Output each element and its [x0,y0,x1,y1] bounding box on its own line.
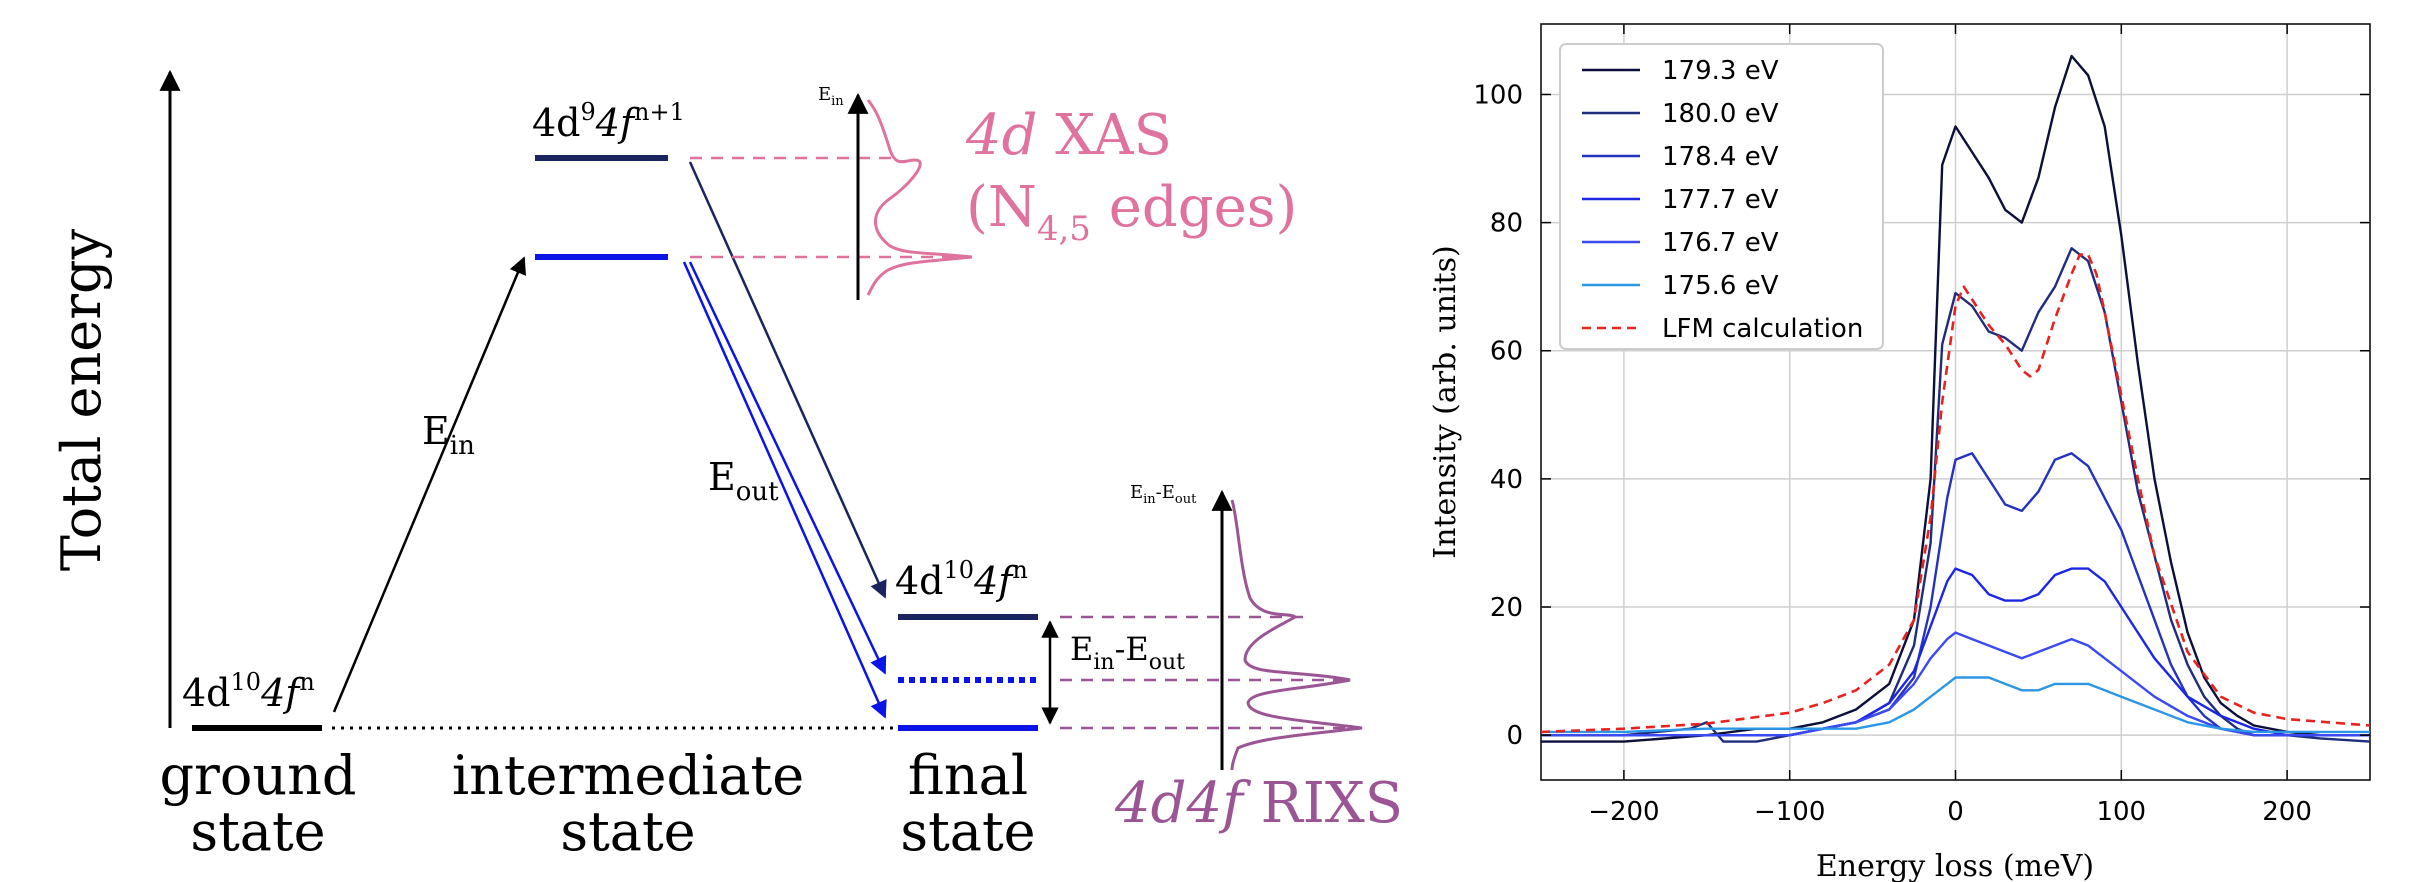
legend: 179.3 eV 180.0 eV 178.4 eV 177.7 eV 176.7 eV… [1559,43,1884,350]
eout-label: Eout [708,455,779,507]
series-line [1541,247,2370,743]
energy-loss-label: Ein-Eout [1070,630,1185,675]
total-energy-label: Total energy [50,228,113,571]
y-axis-label: Intensity (arb. units) [1428,245,1463,558]
x-tick-label: −100 [1754,797,1825,827]
legend-label: 179.3 eV [1662,56,1779,86]
legend-label: 178.4 eV [1662,142,1779,172]
eout-arrow-blue-2 [682,261,887,719]
series-line [1541,676,2370,734]
ground-state-label-2: state [190,800,325,863]
ein-label: Ein [422,409,475,461]
xas-title: 4d XAS [965,103,1172,168]
x-tick-label: 0 [1947,797,1964,827]
legend-label: 180.0 eV [1662,99,1779,129]
ground-config: 4d104fn [182,668,315,715]
series-line [1541,54,2370,743]
x-tick-label: −200 [1588,797,1659,827]
series-line [1541,631,2370,737]
final-state-label-2: state [900,800,1035,863]
ein-arrow [332,256,526,713]
axis-ticks: −200 −100 0 100 200 0 20 40 60 80 100 [1473,24,2370,827]
y-tick-label: 20 [1490,593,1523,623]
intermediate-state-label-2: state [560,800,695,863]
final-state-label-1: final [908,744,1028,807]
x-tick-label: 200 [2262,797,2312,827]
xas-edges: (N4,5 edges) [966,175,1297,249]
legend-label: LFM calculation [1662,314,1863,344]
intermediate-config: 4d94fn+1 [532,98,685,145]
xas-axis-label: Ein [818,84,844,109]
y-tick-label: 0 [1506,721,1523,751]
intermediate-state-label-1: intermediate [452,744,804,807]
energy-level-diagram: Total energy 4d104fn ground state 4d94fn… [50,69,1403,863]
xas-spectrum [866,99,973,296]
legend-box [1559,43,1884,350]
legend-label: 177.7 eV [1662,185,1779,215]
y-tick-label: 40 [1490,465,1523,495]
ground-state-label-1: ground [159,744,356,807]
eout-arrow-navy [688,161,887,599]
x-tick-label: 100 [2096,797,2146,827]
rixs-spectra-chart: −200 −100 0 100 200 0 20 40 60 80 100 Energy loss … [1428,23,2371,882]
rixs-spectrum [1230,499,1363,771]
rixs-title: 4d4f RIXS [1114,771,1403,836]
legend-label: 176.7 eV [1662,228,1779,258]
y-tick-label: 80 [1490,209,1523,239]
final-config: 4d104fn [895,556,1028,603]
series-line [1541,253,2370,734]
legend-label: 175.6 eV [1662,271,1779,301]
series-group [1541,54,2370,743]
eout-arrow-blue-1 [688,261,887,675]
rixs-axis-label: Ein-Eout [1130,482,1197,507]
x-axis-label: Energy loss (meV) [1816,849,2094,882]
y-tick-label: 100 [1473,80,1523,110]
y-tick-label: 60 [1490,337,1523,367]
